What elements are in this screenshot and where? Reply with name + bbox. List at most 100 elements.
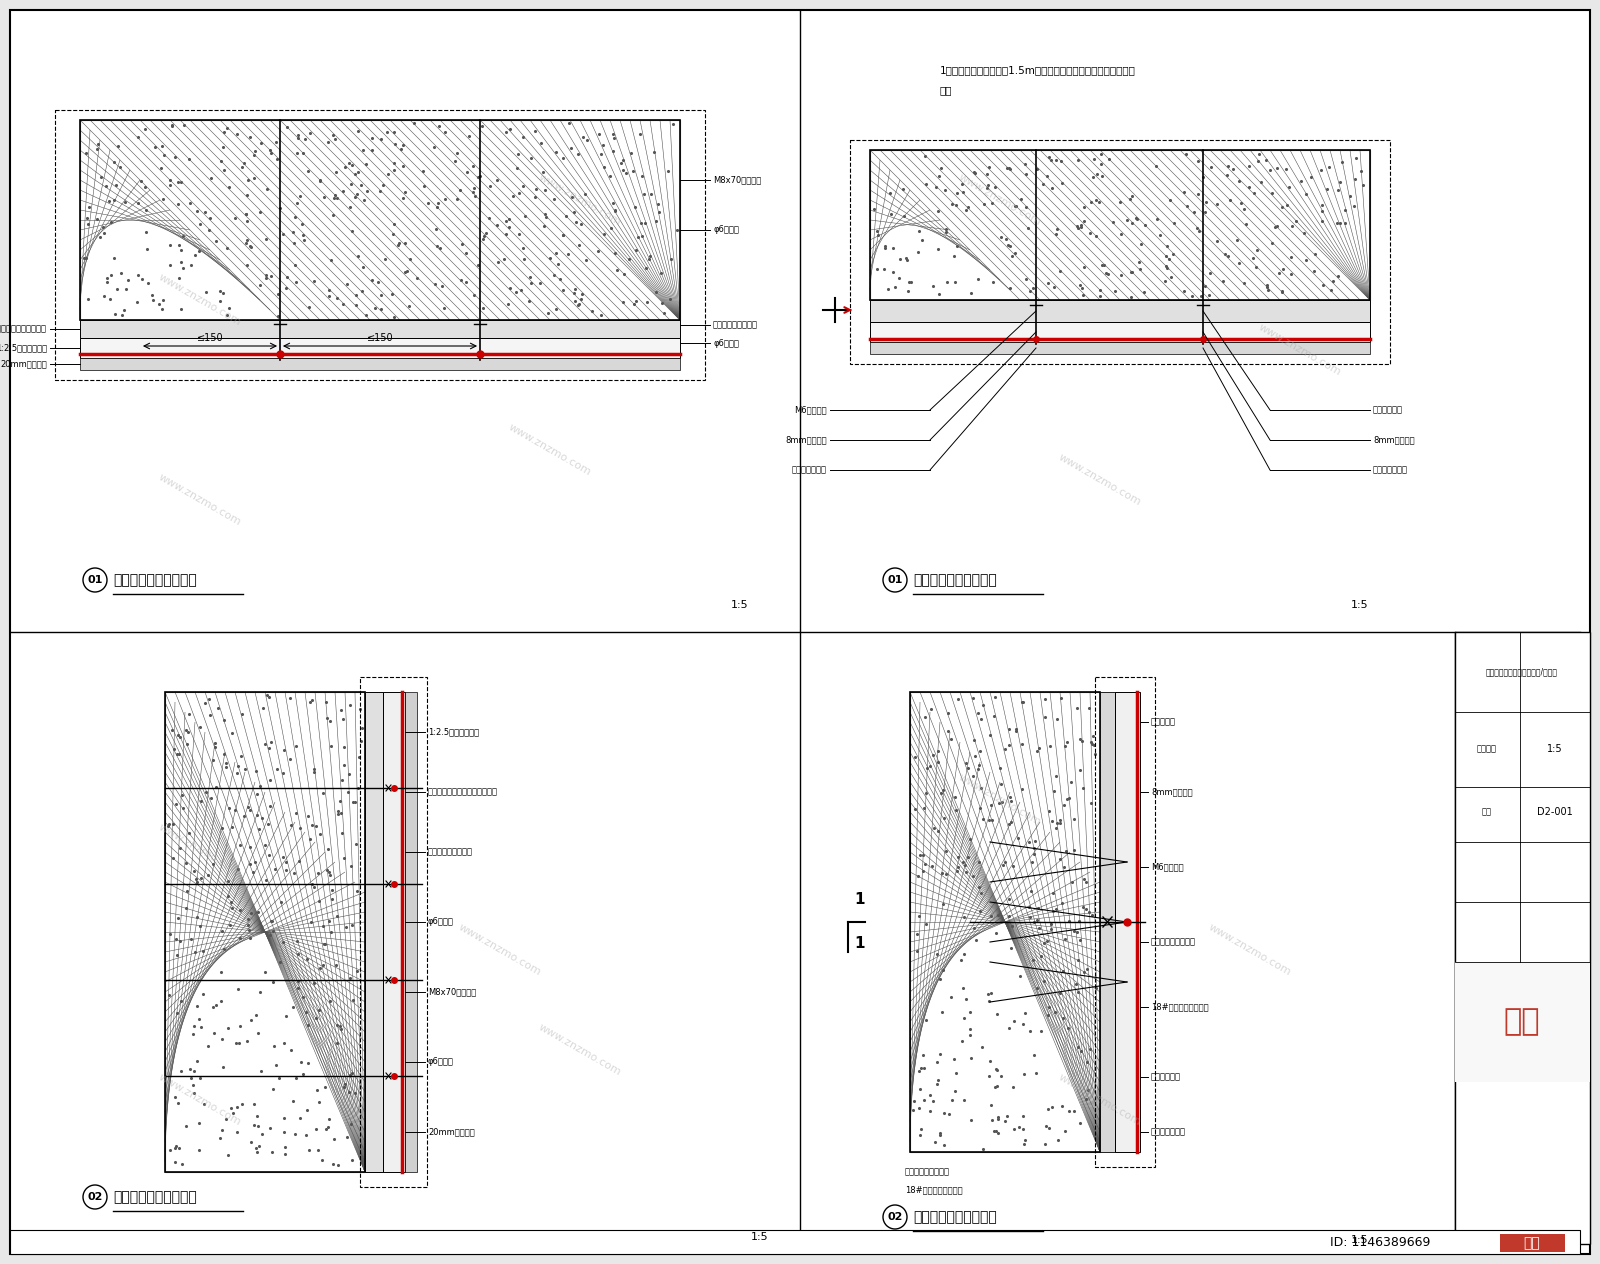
Point — [184, 872, 210, 892]
Point — [906, 906, 931, 927]
Point — [982, 686, 1008, 707]
Point — [187, 1067, 213, 1087]
Point — [1037, 147, 1062, 167]
Text: M6膨胀螺栓: M6膨胀螺栓 — [794, 406, 827, 415]
Point — [1038, 150, 1064, 171]
Point — [368, 129, 394, 149]
Point — [214, 886, 240, 906]
Point — [448, 269, 474, 289]
Point — [1080, 167, 1106, 187]
Point — [1077, 1039, 1102, 1059]
Point — [88, 167, 114, 187]
Point — [125, 126, 150, 147]
Point — [1090, 254, 1115, 274]
Point — [986, 1106, 1011, 1126]
Point — [429, 276, 454, 296]
Point — [302, 817, 328, 837]
Text: 大理石挂贴横剑节点图: 大理石挂贴横剑节点图 — [114, 573, 197, 586]
Circle shape — [83, 1186, 107, 1208]
Point — [339, 155, 365, 176]
Point — [94, 272, 120, 292]
Point — [1013, 1130, 1038, 1150]
Point — [346, 747, 371, 767]
Point — [950, 944, 976, 964]
Point — [109, 306, 134, 326]
Point — [163, 929, 189, 949]
Point — [632, 185, 658, 205]
Point — [1229, 192, 1254, 212]
Point — [323, 188, 349, 209]
Point — [1083, 978, 1109, 999]
Point — [562, 279, 587, 300]
Point — [211, 743, 237, 763]
Text: www.znzmo.com: www.znzmo.com — [157, 823, 243, 877]
Point — [986, 1109, 1011, 1129]
Point — [1064, 1036, 1090, 1057]
Point — [984, 1004, 1010, 1024]
Point — [1349, 161, 1374, 181]
Point — [1096, 264, 1122, 284]
Point — [1333, 214, 1358, 234]
Point — [208, 150, 234, 171]
Point — [226, 1033, 251, 1053]
Point — [139, 284, 165, 305]
Text: φ6竖钔筌: φ6竖钔筌 — [714, 225, 739, 235]
Point — [1059, 871, 1085, 891]
Point — [584, 240, 610, 260]
Point — [510, 176, 536, 196]
Point — [517, 267, 542, 287]
Point — [424, 197, 450, 217]
Text: 混凝土墙体: 混凝土墙体 — [1150, 718, 1176, 727]
Point — [998, 791, 1024, 811]
Point — [272, 1136, 298, 1157]
Point — [1226, 253, 1251, 273]
Point — [422, 273, 448, 293]
Text: M8x70膨胀螺栓: M8x70膨胀螺栓 — [714, 176, 762, 185]
Point — [163, 147, 189, 167]
Point — [971, 195, 997, 215]
Point — [1301, 262, 1326, 282]
Point — [1050, 173, 1075, 193]
Text: 水泥沙浆找平层: 水泥沙浆找平层 — [792, 465, 827, 474]
Point — [184, 1050, 210, 1071]
Point — [926, 201, 952, 221]
Point — [1032, 1134, 1058, 1154]
Point — [402, 112, 427, 133]
Point — [974, 164, 1000, 185]
Point — [997, 786, 1022, 806]
Point — [1006, 966, 1032, 986]
Point — [506, 183, 531, 204]
Point — [1131, 215, 1157, 235]
Point — [1013, 268, 1038, 288]
Point — [1078, 192, 1104, 212]
Point — [1314, 178, 1339, 198]
Point — [1038, 1097, 1064, 1117]
Text: 1、本节点适用于卫生间1.5m以上混凝土墙面上湿贴石材的做法。: 1、本节点适用于卫生间1.5m以上混凝土墙面上湿贴石材的做法。 — [941, 64, 1136, 75]
Point — [254, 179, 280, 200]
Point — [266, 283, 291, 303]
Text: 20mm厚大理石: 20mm厚大理石 — [429, 1127, 475, 1136]
Point — [557, 112, 582, 133]
Point — [1064, 975, 1090, 995]
Point — [651, 303, 677, 324]
Point — [149, 300, 174, 320]
Point — [317, 1109, 342, 1129]
Point — [1131, 282, 1157, 302]
Text: www.znzmo.com: www.znzmo.com — [957, 772, 1043, 828]
Point — [1037, 737, 1062, 757]
Point — [600, 124, 626, 144]
Point — [1075, 1079, 1101, 1100]
Point — [206, 291, 232, 311]
Point — [474, 224, 499, 244]
Point — [1128, 234, 1154, 254]
Point — [966, 798, 992, 818]
Point — [1022, 830, 1048, 851]
Point — [1192, 276, 1218, 296]
Point — [1067, 215, 1093, 235]
Point — [605, 259, 630, 279]
Point — [966, 269, 992, 289]
Point — [245, 1143, 270, 1163]
Point — [278, 1040, 304, 1060]
Point — [259, 267, 285, 287]
Point — [168, 240, 194, 260]
